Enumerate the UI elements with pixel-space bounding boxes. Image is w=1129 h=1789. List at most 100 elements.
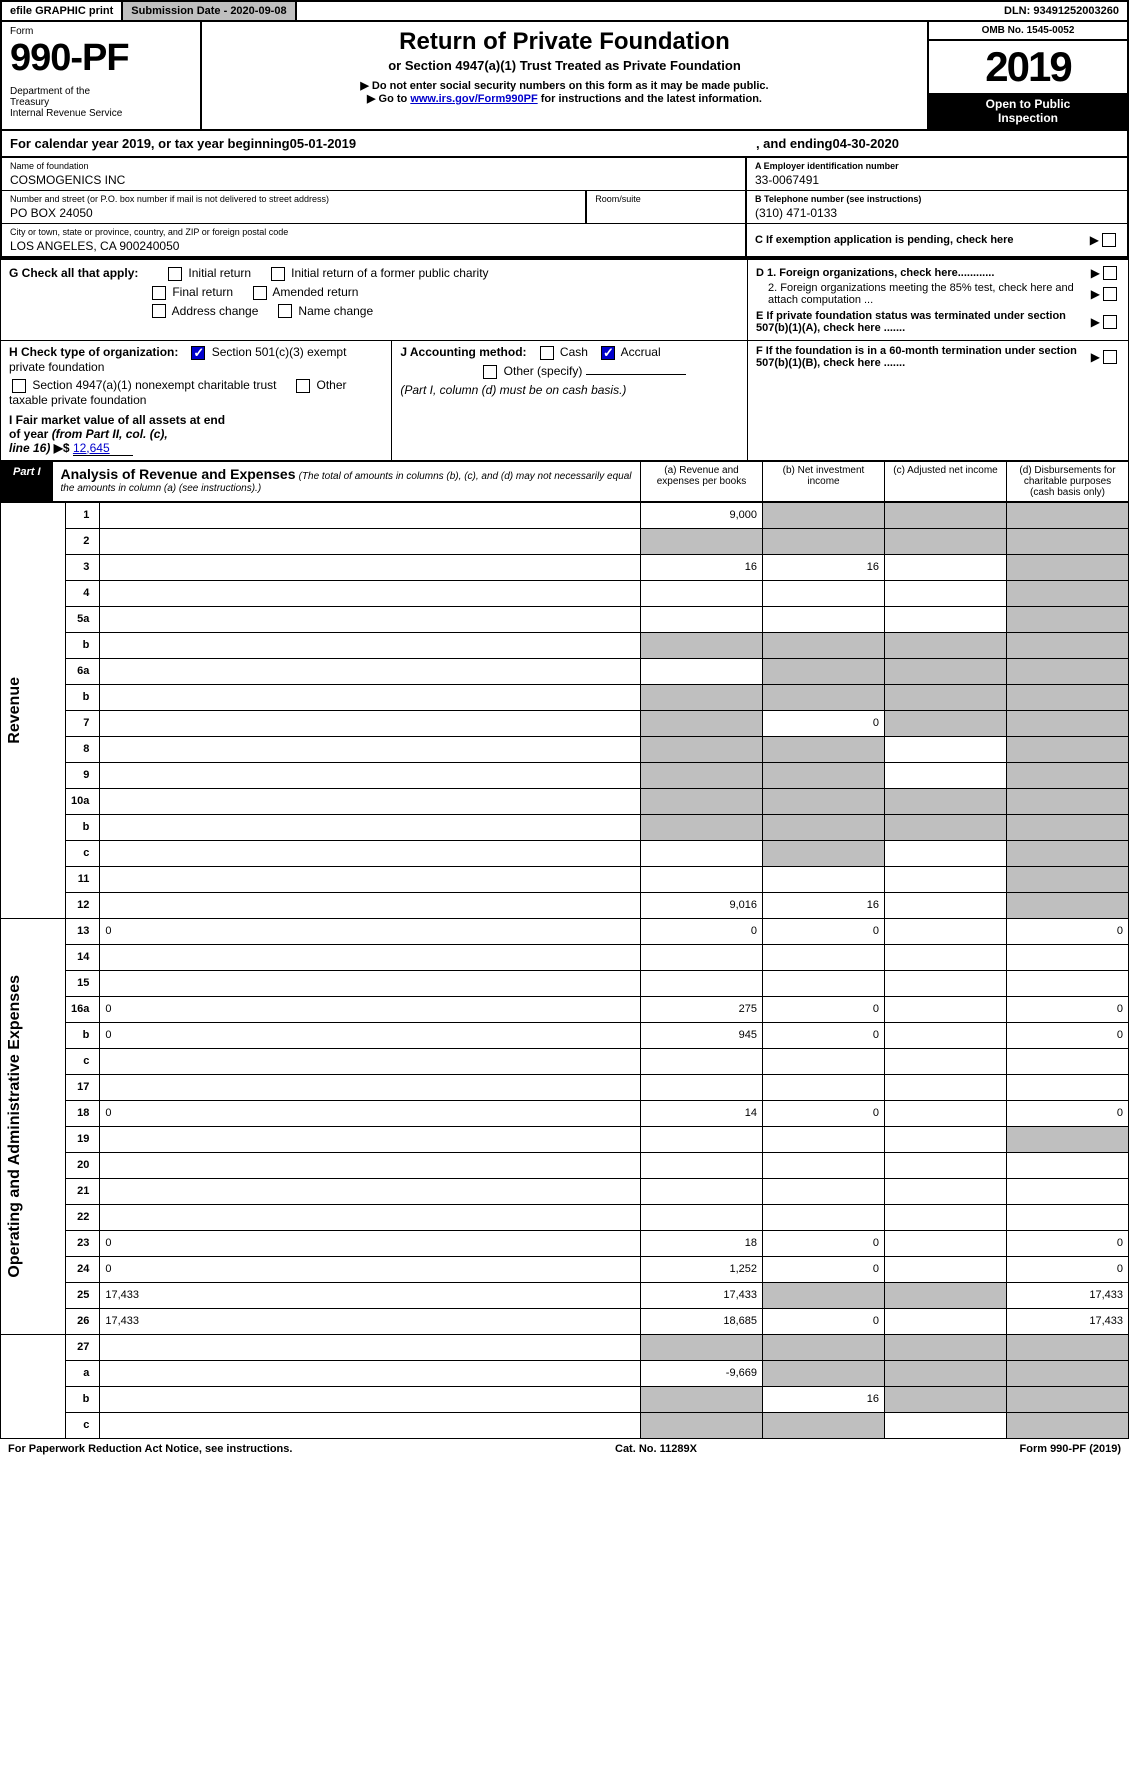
value-cell-d [1007, 788, 1129, 814]
line-number: 2 [66, 528, 100, 554]
fmv-value[interactable]: 12,645 [73, 441, 133, 456]
efile-print-btn[interactable]: efile GRAPHIC print [2, 2, 123, 20]
line-description [100, 1360, 641, 1386]
value-cell-d: 17,433 [1007, 1308, 1129, 1334]
line-number: 5a [66, 606, 100, 632]
line-description [100, 632, 641, 658]
form-subtitle: or Section 4947(a)(1) Trust Treated as P… [212, 58, 917, 73]
4947-checkbox[interactable] [12, 379, 26, 393]
value-cell-b [763, 580, 885, 606]
value-cell-d [1007, 1360, 1129, 1386]
room-cell: Room/suite [587, 191, 747, 224]
value-cell-b [763, 632, 885, 658]
value-cell-c [885, 1256, 1007, 1282]
value-cell-b [763, 762, 885, 788]
year-begin: 05-01-2019 [290, 136, 357, 151]
value-cell-a [641, 814, 763, 840]
value-cell-a [641, 1386, 763, 1412]
table-row: 21 [1, 1178, 1129, 1204]
initial-return-former-checkbox[interactable] [271, 267, 285, 281]
line-number: b [66, 632, 100, 658]
line-description [100, 502, 641, 528]
foundation-name-cell: Name of foundation COSMOGENICS INC [2, 158, 747, 191]
col-d-header: (d) Disbursements for charitable purpose… [1006, 462, 1128, 501]
table-row: 11 [1, 866, 1129, 892]
name-change-checkbox[interactable] [278, 304, 292, 318]
exemption-checkbox[interactable] [1102, 233, 1116, 247]
501c3-checkbox[interactable] [191, 346, 205, 360]
value-cell-a [641, 762, 763, 788]
value-cell-c [885, 554, 1007, 580]
table-row: b [1, 684, 1129, 710]
value-cell-d [1007, 684, 1129, 710]
line-number: b [66, 684, 100, 710]
value-cell-b: 0 [763, 1256, 885, 1282]
value-cell-b [763, 970, 885, 996]
value-cell-d: 0 [1007, 1230, 1129, 1256]
value-cell-b [763, 1152, 885, 1178]
line-number: 11 [66, 866, 100, 892]
foreign-85-checkbox[interactable] [1103, 287, 1117, 301]
value-cell-b: 16 [763, 1386, 885, 1412]
amended-return-checkbox[interactable] [253, 286, 267, 300]
value-cell-b [763, 944, 885, 970]
terminated-checkbox[interactable] [1103, 315, 1117, 329]
submission-date: Submission Date - 2020-09-08 [123, 2, 296, 20]
line-description [100, 1386, 641, 1412]
header-center: Return of Private Foundation or Section … [202, 22, 927, 129]
line-description [100, 1126, 641, 1152]
value-cell-d: 0 [1007, 918, 1129, 944]
table-row: 4 [1, 580, 1129, 606]
value-cell-d [1007, 580, 1129, 606]
irs-link[interactable]: www.irs.gov/Form990PF [410, 93, 537, 105]
line-description: 0 [100, 1100, 641, 1126]
value-cell-c [885, 1334, 1007, 1360]
address-change-checkbox[interactable] [152, 304, 166, 318]
section-h: H Check type of organization: Section 50… [1, 341, 392, 460]
table-row: c [1, 1048, 1129, 1074]
value-cell-c [885, 814, 1007, 840]
value-cell-b [763, 1204, 885, 1230]
col-c-header: (c) Adjusted net income [884, 462, 1006, 501]
value-cell-c [885, 580, 1007, 606]
initial-return-checkbox[interactable] [168, 267, 182, 281]
value-cell-d: 0 [1007, 1256, 1129, 1282]
table-row: Operating and Administrative Expenses130… [1, 918, 1129, 944]
line-description: 0 [100, 1022, 641, 1048]
final-return-checkbox[interactable] [152, 286, 166, 300]
value-cell-d [1007, 502, 1129, 528]
omb-number: OMB No. 1545-0052 [929, 22, 1127, 41]
line-description [100, 1048, 641, 1074]
line-description [100, 1334, 641, 1360]
table-row: b [1, 814, 1129, 840]
value-cell-d [1007, 1334, 1129, 1360]
cash-checkbox[interactable] [540, 346, 554, 360]
line-number: 9 [66, 762, 100, 788]
line-number: 22 [66, 1204, 100, 1230]
value-cell-b [763, 840, 885, 866]
part1-table: Revenue19,00023161645ab6ab708910abc11129… [0, 502, 1129, 1439]
value-cell-c [885, 1230, 1007, 1256]
foreign-org-checkbox[interactable] [1103, 266, 1117, 280]
section-g: G Check all that apply: Initial return I… [1, 260, 748, 340]
other-taxable-checkbox[interactable] [296, 379, 310, 393]
line-description [100, 554, 641, 580]
value-cell-b [763, 684, 885, 710]
other-method-checkbox[interactable] [483, 365, 497, 379]
value-cell-c [885, 892, 1007, 918]
value-cell-a [641, 580, 763, 606]
table-row: b [1, 632, 1129, 658]
table-row: a-9,669 [1, 1360, 1129, 1386]
line-number: 27 [66, 1334, 100, 1360]
line-description [100, 580, 641, 606]
value-cell-d: 17,433 [1007, 1282, 1129, 1308]
value-cell-c [885, 1126, 1007, 1152]
60-month-checkbox[interactable] [1103, 350, 1117, 364]
value-cell-b: 0 [763, 710, 885, 736]
line-number: 16a [66, 996, 100, 1022]
accrual-checkbox[interactable] [601, 346, 615, 360]
section-j: J Accounting method: Cash Accrual Other … [392, 341, 748, 460]
value-cell-c [885, 996, 1007, 1022]
value-cell-a [641, 1048, 763, 1074]
value-cell-c [885, 970, 1007, 996]
